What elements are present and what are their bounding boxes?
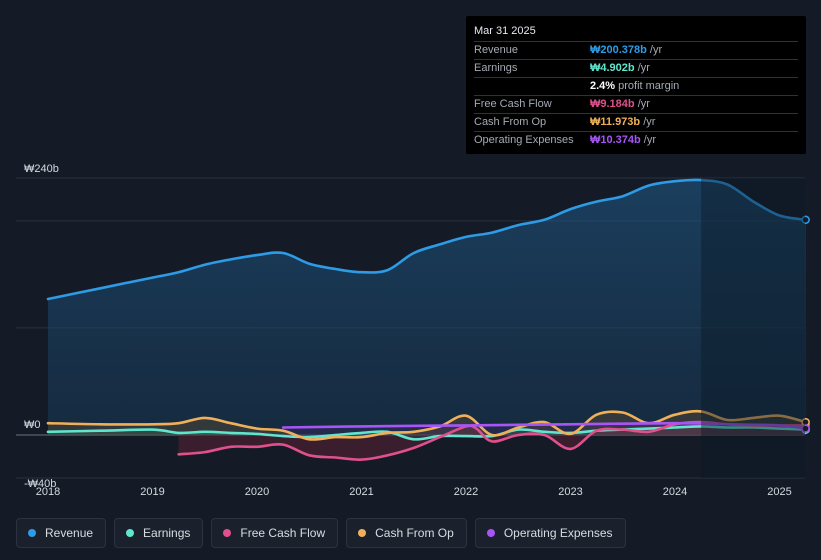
tooltip-unit: /yr xyxy=(634,98,650,110)
tooltip-label: Operating Expenses xyxy=(474,134,574,146)
legend-dot-icon xyxy=(223,529,232,537)
tooltip-unit: /yr xyxy=(640,134,657,146)
legend-item-earnings[interactable]: Earnings xyxy=(114,518,204,548)
legend-item-free-cash-flow[interactable]: Free Cash Flow xyxy=(211,518,339,548)
series-line-earnings xyxy=(46,425,807,441)
legend-label: Free Cash Flow xyxy=(240,526,326,540)
series-endpoint-revenue xyxy=(801,215,810,225)
x-tick-label: 2021 xyxy=(349,486,373,498)
legend-label: Revenue xyxy=(45,526,94,540)
tooltip-unit: /yr xyxy=(646,44,663,56)
legend-label: Operating Expenses xyxy=(503,526,613,540)
y-tick-label: ₩0 xyxy=(24,419,41,431)
legend-dot-icon xyxy=(486,529,495,537)
tooltip-row-profit-margin: 2.4% profit margin xyxy=(474,78,798,96)
tooltip-date: Mar 31 2025 xyxy=(474,23,798,42)
tooltip-label: Cash From Op xyxy=(474,116,547,128)
legend-item-operating-expenses[interactable]: Operating Expenses xyxy=(474,518,626,548)
legend-item-cash-from-op[interactable]: Cash From Op xyxy=(346,518,467,548)
x-tick-label: 2020 xyxy=(245,486,269,498)
legend-dot-icon xyxy=(28,529,36,537)
y-tick-label: -₩40b xyxy=(24,478,56,490)
x-tick-label: 2018 xyxy=(36,486,60,498)
series-endpoint-operating-expenses xyxy=(801,424,810,433)
tooltip-label: Free Cash Flow xyxy=(474,98,552,110)
tooltip-unit: /yr xyxy=(634,62,650,74)
legend-dot-icon xyxy=(126,529,135,537)
tooltip-row-cash-from-op: Cash From Op ₩11.973b /yr xyxy=(474,114,798,132)
tooltip-value: 2.4% xyxy=(590,80,616,92)
legend-item-revenue[interactable]: Revenue xyxy=(16,518,107,548)
tooltip-value: ₩200.378b xyxy=(590,44,647,56)
series-area-revenue xyxy=(48,179,806,435)
forecast-region xyxy=(701,178,805,478)
tooltip-value: ₩10.374b xyxy=(590,134,641,146)
tooltip-row-free-cash-flow: Free Cash Flow ₩9.184b /yr xyxy=(474,96,798,114)
legend-label: Cash From Op xyxy=(375,526,454,540)
x-tick-label: 2023 xyxy=(558,486,582,498)
legend-dot-icon xyxy=(358,529,367,537)
series-line-free-cash-flow xyxy=(177,420,807,461)
x-tick-label: 2019 xyxy=(140,486,164,498)
x-tick-label: 2022 xyxy=(454,486,478,498)
y-tick-label: ₩240b xyxy=(24,163,59,175)
tooltip-value: ₩11.973b xyxy=(590,116,641,128)
legend: Revenue Earnings Free Cash Flow Cash Fro… xyxy=(16,518,626,548)
tooltip-value: ₩4.902b xyxy=(590,62,635,74)
tooltip-panel: Mar 31 2025 Revenue ₩200.378b /yr Earnin… xyxy=(466,16,806,154)
tooltip-row-earnings: Earnings ₩4.902b /yr xyxy=(474,60,798,78)
x-tick-label: 2024 xyxy=(663,486,687,498)
tooltip-row-operating-expenses: Operating Expenses ₩10.374b /yr xyxy=(474,132,798,149)
series-line-operating-expenses xyxy=(281,421,807,430)
tooltip-unit: /yr xyxy=(640,116,656,128)
x-tick-label: 2025 xyxy=(767,486,791,498)
tooltip-unit: profit margin xyxy=(615,80,680,92)
series-line-cash-from-op xyxy=(46,409,807,441)
tooltip-label: Earnings xyxy=(474,62,518,74)
tooltip-value: ₩9.184b xyxy=(590,98,635,110)
series-line-revenue xyxy=(46,178,807,301)
legend-label: Earnings xyxy=(143,526,191,540)
tooltip-row-revenue: Revenue ₩200.378b /yr xyxy=(474,42,798,60)
tooltip-label xyxy=(474,78,590,95)
tooltip-label: Revenue xyxy=(474,44,519,56)
